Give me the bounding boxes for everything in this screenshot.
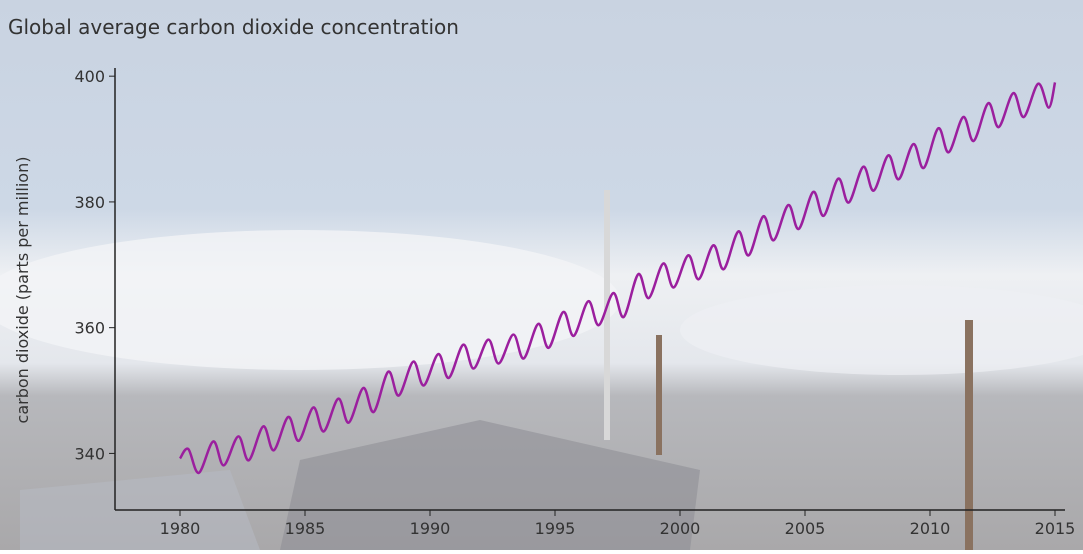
x-tick-label: 2010 [910,519,951,538]
y-tick-label: 340 [74,444,105,463]
building [280,420,700,550]
y-tick-label: 400 [74,67,105,86]
pole [965,320,973,550]
tower [604,190,610,440]
x-tick-label: 2000 [660,519,701,538]
y-tick-label: 360 [74,319,105,338]
cloud [0,230,620,370]
x-tick-label: 1980 [160,519,201,538]
y-axis-label: carbon dioxide (parts per million) [13,157,32,424]
x-tick-label: 1985 [285,519,326,538]
pole [656,335,662,455]
y-tick-label: 380 [74,193,105,212]
x-tick-label: 1990 [410,519,451,538]
x-tick-label: 2005 [785,519,826,538]
cloud [680,285,1083,375]
x-tick-label: 1995 [535,519,576,538]
x-tick-label: 2015 [1035,519,1076,538]
data-line [178,82,1057,475]
chart-title: Global average carbon dioxide concentrat… [8,15,459,39]
